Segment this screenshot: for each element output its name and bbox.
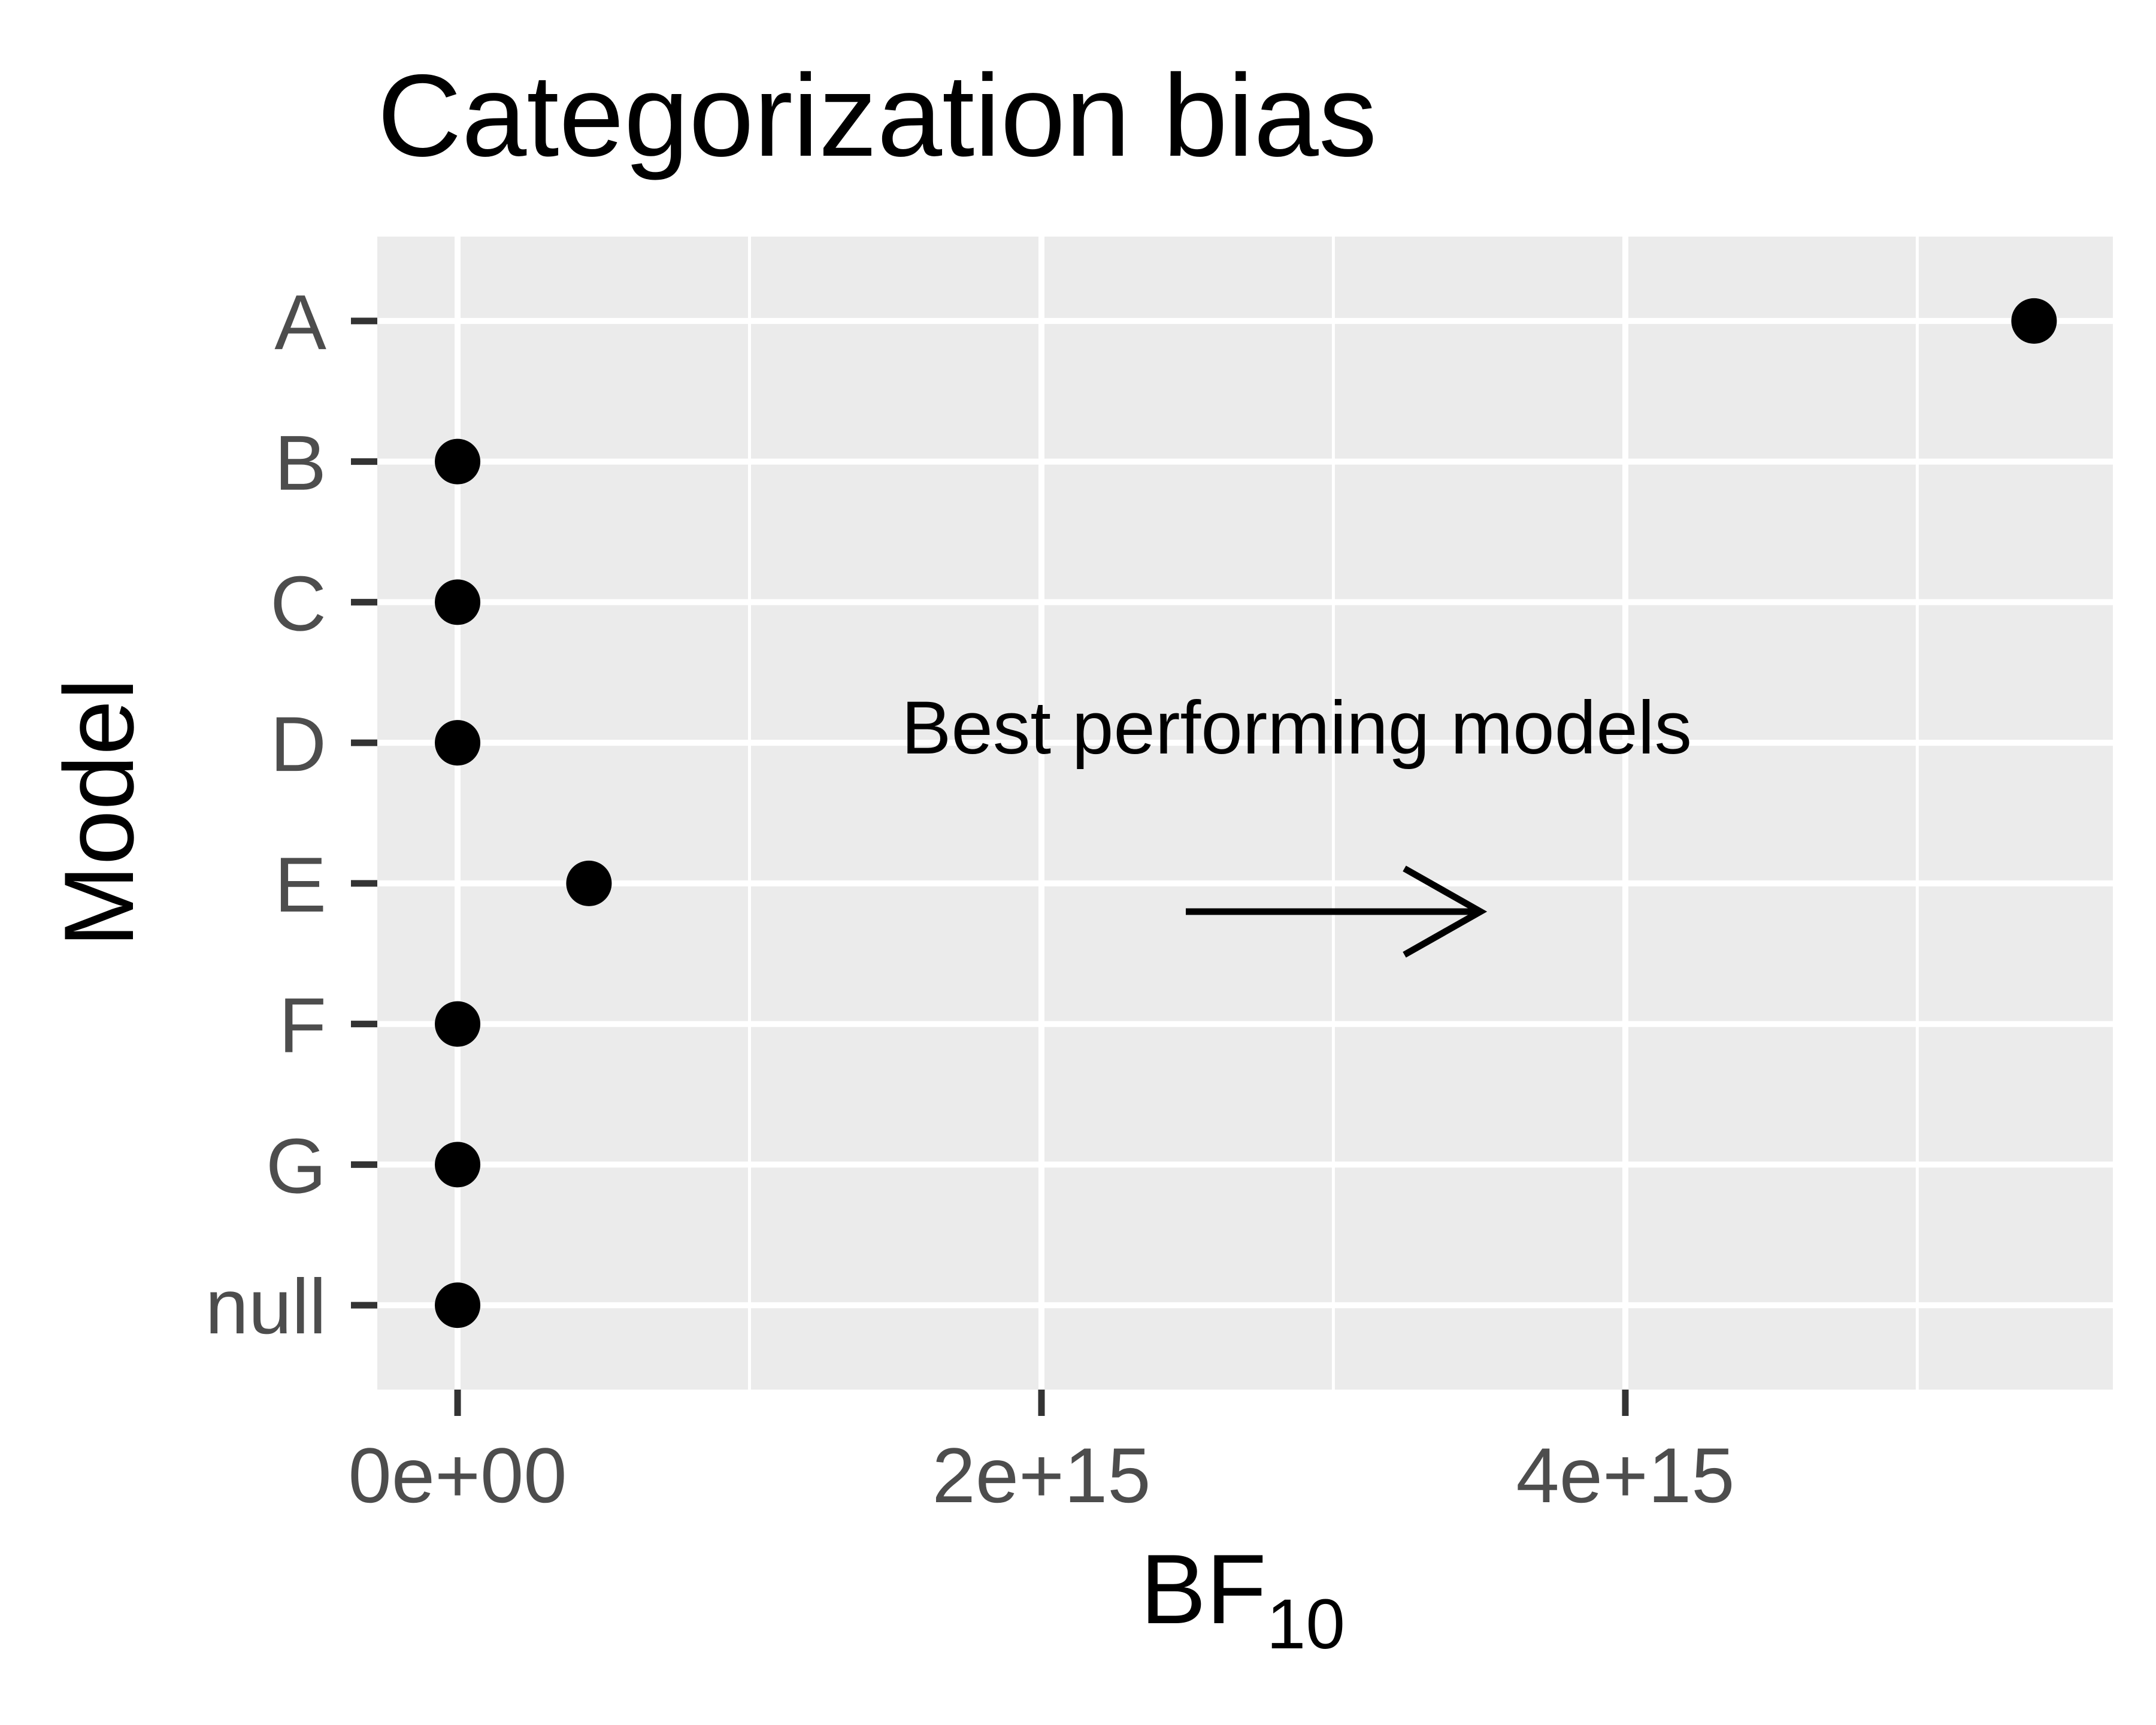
annotation-arrow (1186, 865, 1488, 958)
y-axis-tick-label: B (274, 419, 326, 507)
x-axis-title: BF10 (1140, 1534, 1345, 1664)
x-axis-tick-label: 4e+15 (1516, 1432, 1734, 1519)
data-point (435, 1001, 481, 1047)
y-axis-tick-label: F (279, 982, 326, 1069)
y-axis-tick-label: null (205, 1263, 326, 1350)
y-axis-tick-label: A (274, 279, 326, 366)
plot-panel (377, 237, 2113, 1390)
data-point (566, 860, 612, 906)
y-axis-tick-label: G (266, 1122, 326, 1209)
data-point (435, 1282, 481, 1328)
y-axis-title: Model (44, 678, 154, 947)
x-axis-tick-label: 2e+15 (932, 1432, 1150, 1519)
data-point (2011, 298, 2057, 344)
major-gridlines (377, 237, 2113, 1390)
data-points (435, 298, 2057, 1328)
y-axis-tick-label: D (270, 700, 326, 788)
y-axis-tick-label: C (270, 559, 326, 647)
annotation-text: Best performing models (901, 686, 1692, 770)
x-axis: 0e+00 2e+15 4e+15 (348, 1390, 1734, 1519)
data-point (435, 1142, 481, 1188)
x-axis-title-main: BF (1140, 1534, 1267, 1644)
data-point (435, 579, 481, 625)
minor-gridlines (748, 237, 1919, 1390)
y-axis-tick-label: E (274, 841, 326, 928)
x-axis-tick-label: 0e+00 (348, 1432, 567, 1519)
data-point (435, 720, 481, 766)
data-point (435, 438, 481, 485)
x-axis-title-subscript: 10 (1267, 1585, 1345, 1664)
chart-title: Categorization bias (377, 50, 1377, 181)
